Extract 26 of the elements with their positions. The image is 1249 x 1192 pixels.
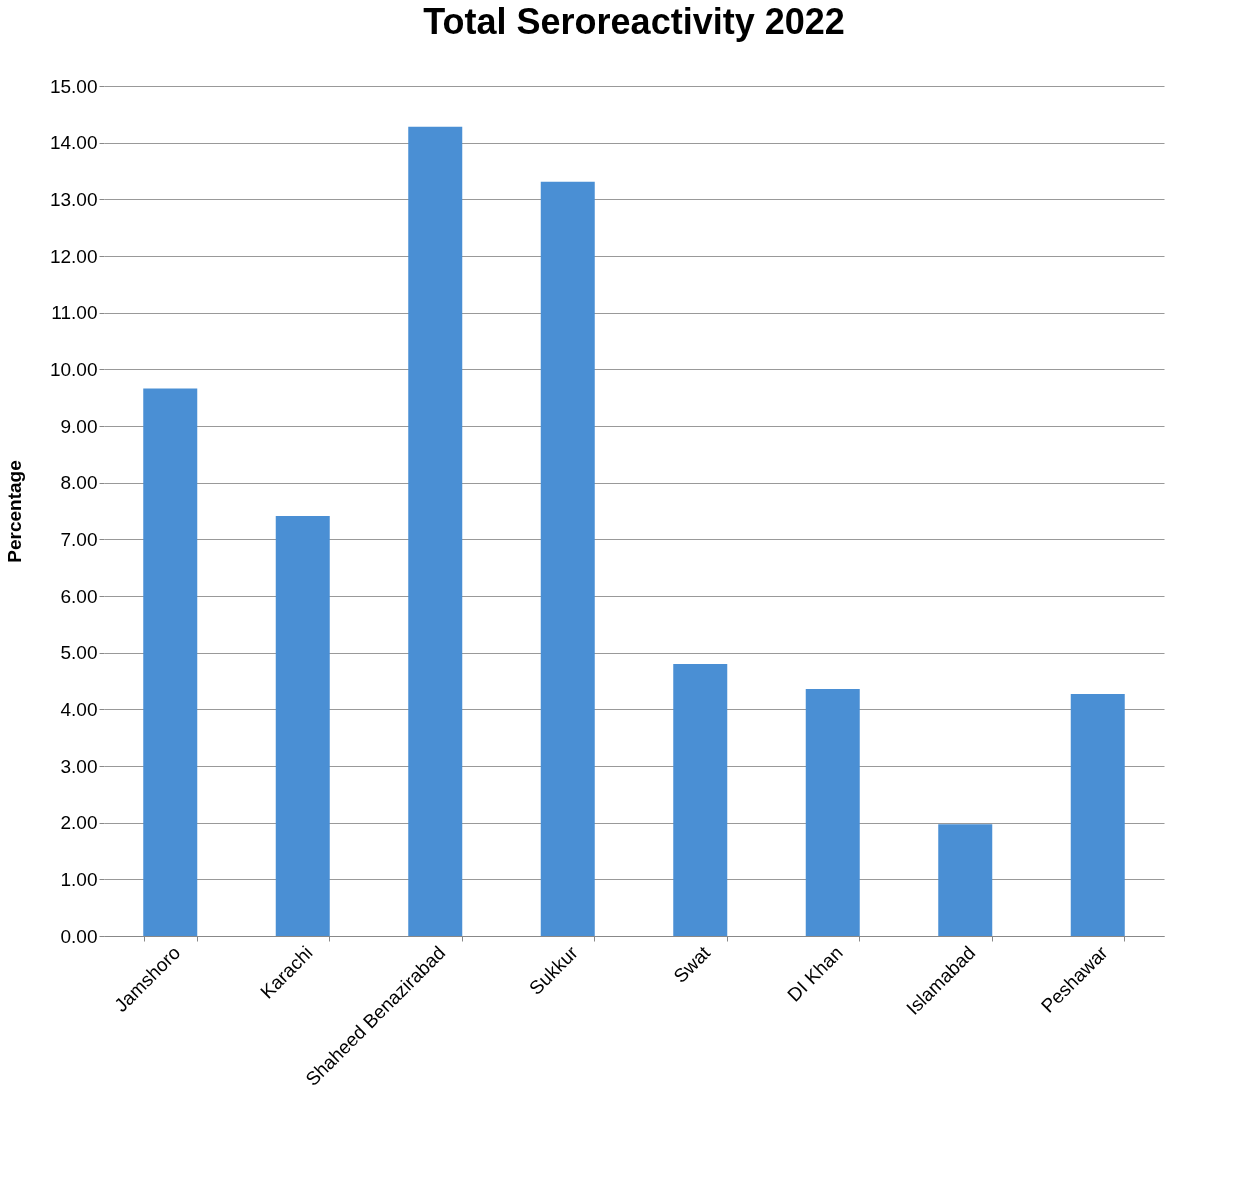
bar — [1070, 694, 1125, 936]
bar — [143, 388, 198, 936]
y-tick-label: 11.00 — [51, 302, 98, 324]
bar — [408, 126, 463, 936]
bar — [275, 516, 330, 936]
bar — [938, 824, 993, 936]
y-tick-label: 13.00 — [49, 188, 98, 210]
y-tick-label: 9.00 — [60, 415, 98, 437]
y-tick-label: 15.00 — [49, 75, 98, 97]
bar — [540, 181, 595, 936]
chart-title: Total Seroreactivity 2022 — [423, 1, 845, 42]
y-tick-label: 4.00 — [60, 698, 98, 720]
bar — [805, 688, 860, 936]
y-tick-label: 0.00 — [60, 925, 98, 947]
y-tick-label: 3.00 — [60, 755, 98, 777]
y-tick-label: 6.00 — [60, 585, 98, 607]
y-tick-label: 5.00 — [60, 642, 98, 664]
y-tick-label: 8.00 — [60, 472, 98, 494]
y-tick-label: 12.00 — [49, 245, 98, 267]
y-tick-label: 10.00 — [49, 358, 98, 380]
y-axis-title: Percentage — [3, 460, 25, 563]
y-tick-label: 14.00 — [49, 132, 98, 154]
y-tick-label: 2.00 — [60, 812, 98, 834]
y-tick-label: 7.00 — [60, 528, 98, 550]
bar — [673, 664, 728, 936]
y-tick-label: 1.00 — [60, 868, 98, 890]
